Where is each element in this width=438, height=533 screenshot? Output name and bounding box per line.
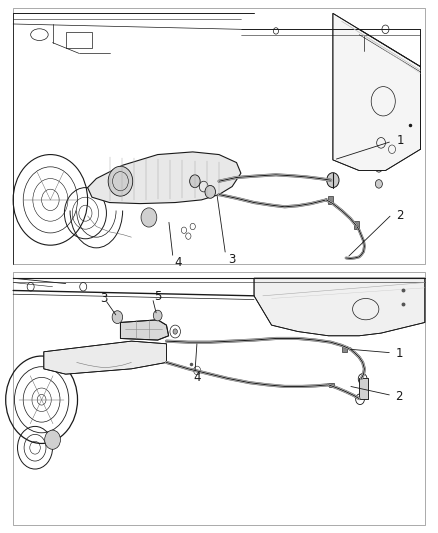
Polygon shape [333, 13, 420, 171]
Text: 5: 5 [154, 290, 162, 303]
Bar [328, 196, 333, 204]
Text: 3: 3 [100, 292, 107, 305]
Circle shape [112, 311, 123, 324]
Text: 2: 2 [396, 390, 403, 403]
Circle shape [205, 185, 215, 198]
Circle shape [108, 166, 133, 196]
Polygon shape [120, 320, 169, 340]
Polygon shape [254, 278, 425, 336]
Text: 3: 3 [228, 253, 235, 265]
Circle shape [190, 175, 200, 188]
Circle shape [45, 430, 60, 449]
Text: 2: 2 [396, 209, 404, 222]
Bar [13, 272, 425, 525]
Circle shape [327, 173, 339, 188]
Bar [328, 383, 334, 387]
Bar [13, 8, 425, 264]
Circle shape [375, 180, 382, 188]
Text: 4: 4 [194, 371, 201, 384]
Text: 4: 4 [174, 256, 182, 269]
Circle shape [173, 329, 177, 334]
Circle shape [153, 310, 162, 321]
Bar [359, 378, 368, 399]
Bar [66, 32, 92, 48]
Circle shape [141, 208, 157, 227]
Bar [354, 221, 359, 229]
Text: 1: 1 [396, 348, 403, 360]
Circle shape [375, 164, 382, 172]
Polygon shape [88, 152, 241, 204]
Polygon shape [44, 341, 166, 374]
Bar [359, 378, 368, 399]
Bar [342, 346, 347, 352]
Text: 1: 1 [396, 134, 404, 147]
